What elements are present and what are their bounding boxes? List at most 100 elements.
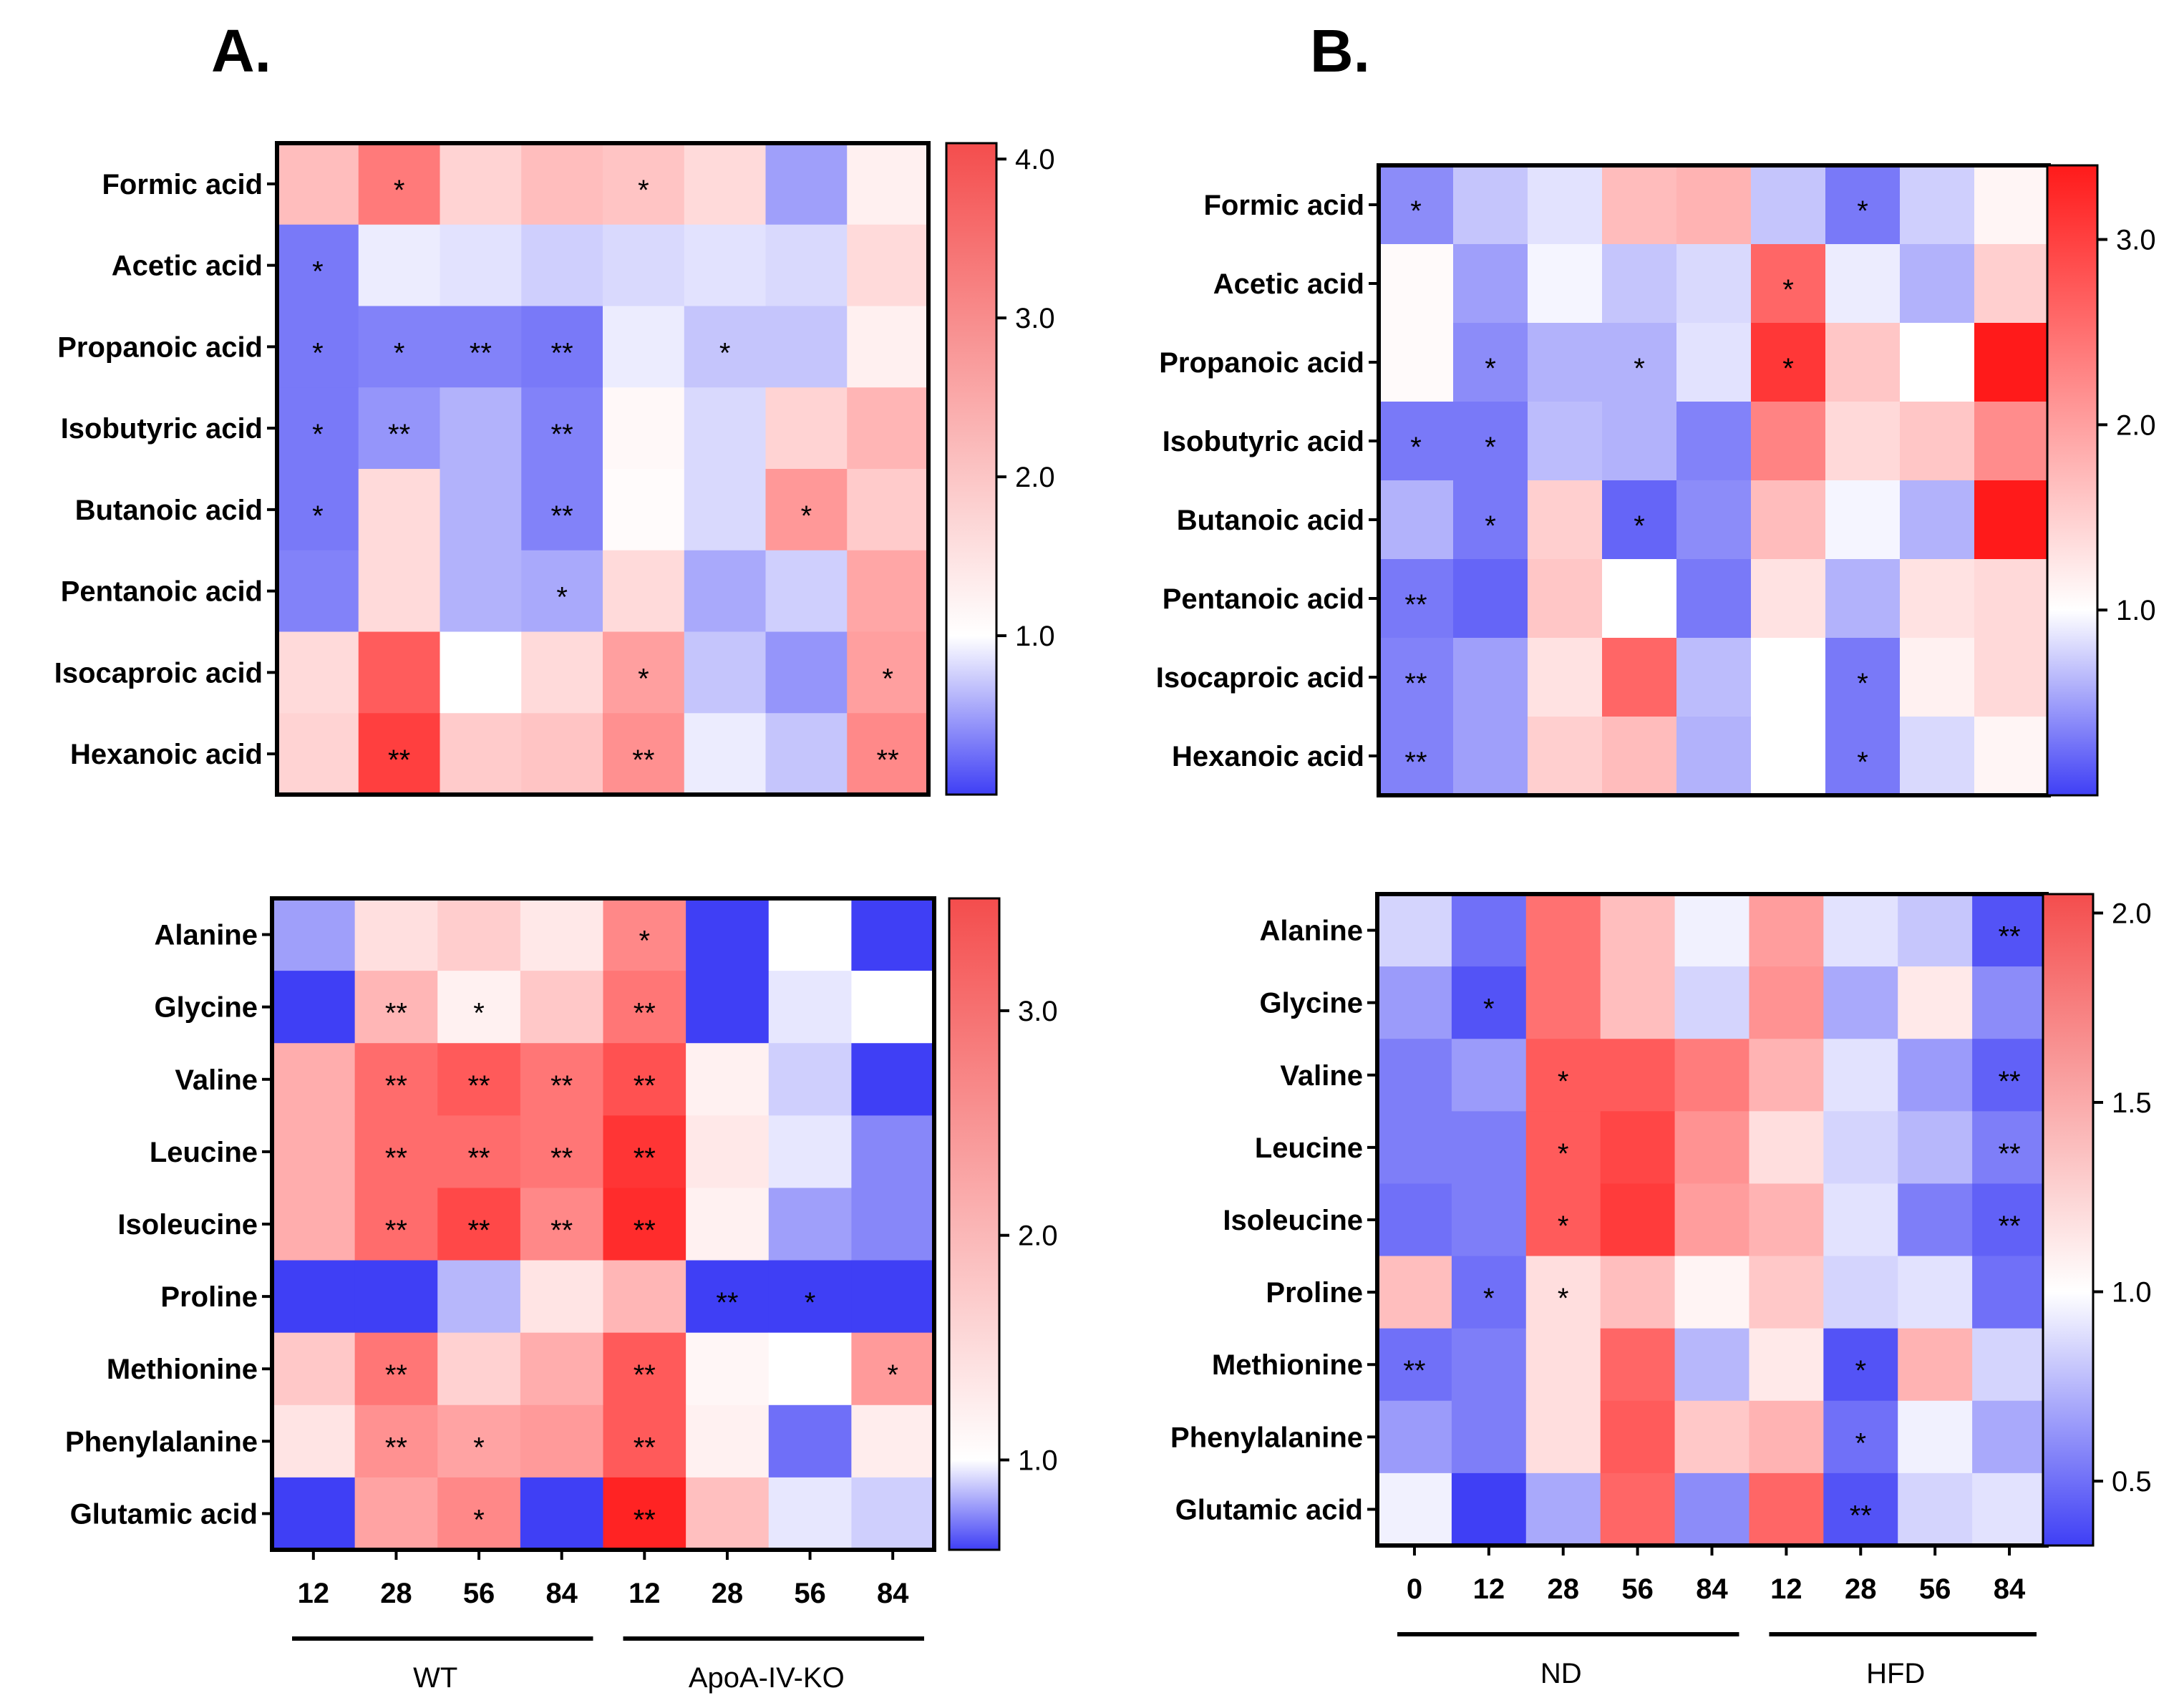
column-label: 28 <box>380 1578 412 1609</box>
heatmap-cell <box>765 713 848 795</box>
heatmap-cell <box>1974 559 2049 639</box>
heatmap-cell <box>851 971 935 1044</box>
significance-mark: ** <box>634 1504 656 1535</box>
heatmap-cell <box>851 1404 935 1478</box>
heatmap-cell <box>1451 894 1527 967</box>
significance-mark: ** <box>385 998 407 1029</box>
heatmap-cell <box>1823 966 1898 1039</box>
heatmap-cell <box>1377 966 1452 1039</box>
heatmap-cell <box>1751 244 1826 324</box>
significance-mark: ** <box>385 1359 407 1391</box>
heatmap-cell <box>1972 1111 2047 1184</box>
significance-mark: * <box>1857 668 1868 699</box>
heatmap-cell <box>1823 1400 1898 1474</box>
heatmap-cell <box>358 306 440 388</box>
heatmap-cell <box>1749 966 1824 1039</box>
heatmap-cell <box>354 1477 438 1551</box>
heatmap-cell <box>358 387 440 470</box>
heatmap-cell <box>1898 1039 1973 1112</box>
row-label: Methionine <box>1212 1349 1363 1381</box>
heatmap-cell <box>521 469 603 551</box>
heatmap-cell <box>686 898 770 971</box>
heatmap-frame <box>275 141 931 797</box>
significance-mark: ** <box>385 1070 407 1102</box>
heatmap-cell <box>520 1404 603 1478</box>
heatmap-cell <box>1676 559 1752 639</box>
significance-mark: ** <box>634 1142 656 1174</box>
heatmap-cell <box>1453 480 1528 560</box>
heatmap-cell <box>851 1115 935 1188</box>
heatmap-cell <box>603 387 685 470</box>
column-label: 84 <box>877 1578 909 1609</box>
heatmap-cell <box>1823 1256 1898 1329</box>
heatmap-cell <box>440 224 522 306</box>
row-label: Glycine <box>1259 988 1363 1019</box>
significance-mark: ** <box>385 1432 407 1463</box>
heatmap-cell <box>1898 1111 1973 1184</box>
colorbar-tick-label: 1.0 <box>2112 1277 2152 1309</box>
heatmap-cell <box>1453 244 1528 324</box>
row-label: Propanoic acid <box>57 331 263 363</box>
heatmap-cell <box>686 971 770 1044</box>
heatmap-cell <box>1751 165 1826 245</box>
heatmap-cell <box>603 1404 686 1478</box>
heatmap-cell <box>1451 1183 1527 1257</box>
heatmap-cell <box>768 1332 852 1406</box>
heatmap-cell <box>765 550 848 632</box>
heatmap-cell <box>437 1477 521 1551</box>
significance-mark: ** <box>467 1070 490 1102</box>
heatmap-cell <box>1749 1472 1824 1546</box>
row-label: Isobutyric acid <box>1163 426 1364 457</box>
heatmap-cell <box>1749 1400 1824 1474</box>
significance-mark: * <box>882 663 893 694</box>
row-label: Isoleucine <box>117 1209 258 1241</box>
heatmap-cell <box>440 306 522 388</box>
significance-mark: * <box>1485 510 1496 542</box>
row-label: Valine <box>175 1064 258 1096</box>
heatmap-cell <box>686 1260 770 1334</box>
heatmap-cell <box>520 1043 603 1116</box>
heatmap-cell <box>1751 323 1826 402</box>
heatmap-cell <box>1749 1039 1824 1112</box>
heatmap-cell <box>520 1188 603 1261</box>
heatmap-cell <box>1600 1183 1676 1257</box>
heatmap-cell <box>1974 402 2049 481</box>
heatmap-cell <box>1674 1472 1749 1546</box>
row-label: Acetic acid <box>1213 268 1364 300</box>
heatmap-cell <box>1972 966 2047 1039</box>
heatmap-cell <box>1379 638 1454 717</box>
heatmap-cell <box>686 1404 770 1478</box>
heatmap-cell <box>1528 559 1603 639</box>
heatmap-cell <box>851 898 935 971</box>
heatmap-cell <box>1525 1328 1601 1402</box>
significance-mark: ** <box>385 1142 407 1174</box>
heatmap-cell <box>1602 480 1677 560</box>
heatmap-cell <box>1825 480 1901 560</box>
heatmap-cell <box>1453 165 1528 245</box>
heatmap-cell <box>521 143 603 225</box>
heatmap-cell <box>1602 402 1677 481</box>
column-label: 84 <box>1696 1573 1728 1605</box>
significance-mark: * <box>473 998 485 1029</box>
heatmap-cell <box>1600 894 1676 967</box>
heatmap-cell <box>1377 894 1452 967</box>
row-label: Acetic acid <box>112 251 263 282</box>
heatmap-cell <box>272 1188 356 1261</box>
heatmap-cell <box>1898 966 1973 1039</box>
heatmap-cell <box>603 306 685 388</box>
significance-mark: * <box>394 337 405 369</box>
heatmap-cell <box>440 143 522 225</box>
colorbar-tick-label: 1.0 <box>2116 595 2156 626</box>
heatmap-cell <box>1600 1039 1676 1112</box>
heatmap-cell <box>440 469 522 551</box>
heatmap-cell <box>603 550 685 632</box>
heatmap-cell <box>1602 717 1677 796</box>
heatmap-cell <box>768 1477 852 1551</box>
heatmap-cell <box>1751 717 1826 796</box>
colorbar-tick-label: 2.0 <box>1015 462 1055 493</box>
heatmap-cell <box>277 143 359 225</box>
significance-mark: ** <box>388 419 410 450</box>
heatmap-cell <box>354 1188 438 1261</box>
heatmap-cell <box>768 1260 852 1334</box>
